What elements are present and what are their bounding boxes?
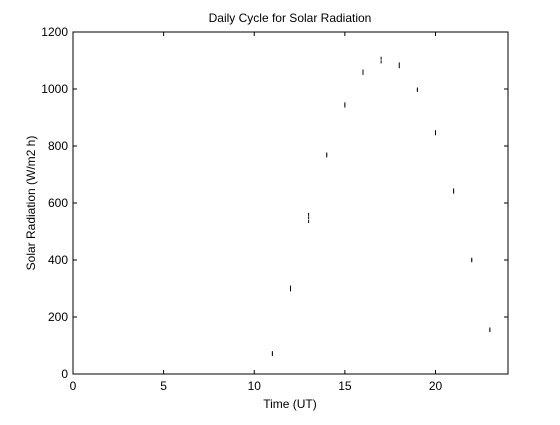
plot-area: [72, 31, 509, 375]
y-axis-title: Solar Radiation (W/m2 h): [24, 136, 38, 271]
y-tick-label: 600: [48, 196, 68, 210]
x-axis-title: Time (UT): [263, 397, 317, 411]
x-tick-label: 0: [70, 379, 77, 393]
x-tick-label: 10: [248, 379, 262, 393]
x-tick-label: 15: [338, 379, 352, 393]
y-tick-label: 800: [48, 139, 68, 153]
data-series: [271, 56, 491, 357]
x-tick-label: 5: [160, 379, 167, 393]
y-tick-label: 1000: [41, 82, 68, 96]
y-tick-label: 1200: [41, 25, 68, 39]
y-tick-label: 200: [48, 310, 68, 324]
y-tick-label: 0: [61, 367, 68, 381]
x-axis: 0 5 10 15 20: [70, 32, 443, 393]
plot-frame: [72, 31, 509, 375]
y-tick-label: 400: [48, 253, 68, 267]
x-tick-label: 20: [429, 379, 443, 393]
y-axis: 0 200 400 600 800 1000 1200: [41, 25, 508, 381]
chart-title: Daily Cycle for Solar Radiation: [209, 11, 372, 25]
